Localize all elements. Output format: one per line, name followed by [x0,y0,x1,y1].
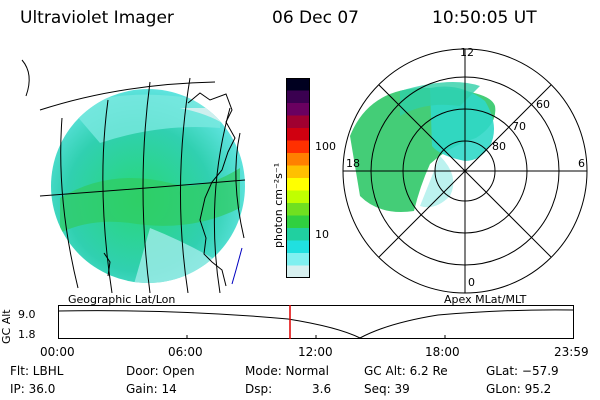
gain-value: Gain: 14 [126,382,177,396]
altitude-xtick-2359: 23:59 [554,345,589,359]
mlt-label-12: 12 [460,46,474,59]
colorbar-band [286,240,310,254]
altitude-xtick-0000: 00:00 [40,345,75,359]
seq-value: Seq: 39 [364,382,410,396]
colorbar-band [286,178,310,191]
instrument-title: Ultraviolet Imager [20,8,174,28]
altitude-xtick-1800: 18:00 [425,345,460,359]
colorbar-band [286,215,310,229]
altitude-xtick-1200: 12:00 [298,345,333,359]
gc-alt-value: GC Alt: 6.2 Re [364,364,448,378]
glon-value: GLon: 95.2 [486,382,552,396]
polar-panel-label: Apex MLat/MLT [444,293,527,306]
colorbar-units-label: photon cm⁻²s⁻¹ [272,162,285,248]
geographic-image [21,59,246,293]
colorbar-band [286,203,310,216]
colorbar-band [286,140,310,154]
dsp-value: 3.6 [312,382,332,396]
altitude-y-label: GC Alt [0,309,13,344]
colorbar-band [286,153,310,166]
colorbar-band [286,228,310,241]
altitude-ytick-bottom: 1.8 [18,328,36,341]
colorbar-band [286,165,310,179]
colorbar-band [286,103,310,116]
geo-panel-label: Geographic Lat/Lon [68,293,176,306]
mlt-label-18: 18 [346,157,360,170]
mlat-label-70: 70 [512,120,526,133]
colorbar-band [286,128,310,141]
time-label: 10:50:05 UT [432,8,537,28]
mlat-label-60: 60 [536,98,550,111]
door-value: Door: Open [126,364,195,378]
date-label: 06 Dec 07 [272,8,359,28]
altitude-ytick-top: 9.0 [18,308,36,321]
colorbar-tick-10: 10 [315,228,329,241]
colorbar-band [286,90,310,104]
colorbar-band [286,265,310,278]
mlt-label-6: 6 [578,157,585,170]
mode-value: Mode: Normal [245,364,329,378]
glat-value: GLat: −57.9 [486,364,559,378]
colorbar-band [286,115,310,129]
colorbar-band [286,78,310,91]
colorbar-band [286,190,310,204]
altitude-plot [58,305,574,339]
dsp-label: Dsp: [245,382,273,396]
colorbar-tick-100: 100 [315,140,336,153]
colorbar-band [286,253,310,266]
altitude-xtick-0600: 06:00 [168,345,203,359]
mlt-label-0: 0 [468,276,475,289]
colorbar [286,78,310,278]
polar-image [342,48,588,294]
mlat-label-80: 80 [492,140,506,153]
filter-value: Flt: LBHL [10,364,64,378]
ip-value: IP: 36.0 [10,382,56,396]
